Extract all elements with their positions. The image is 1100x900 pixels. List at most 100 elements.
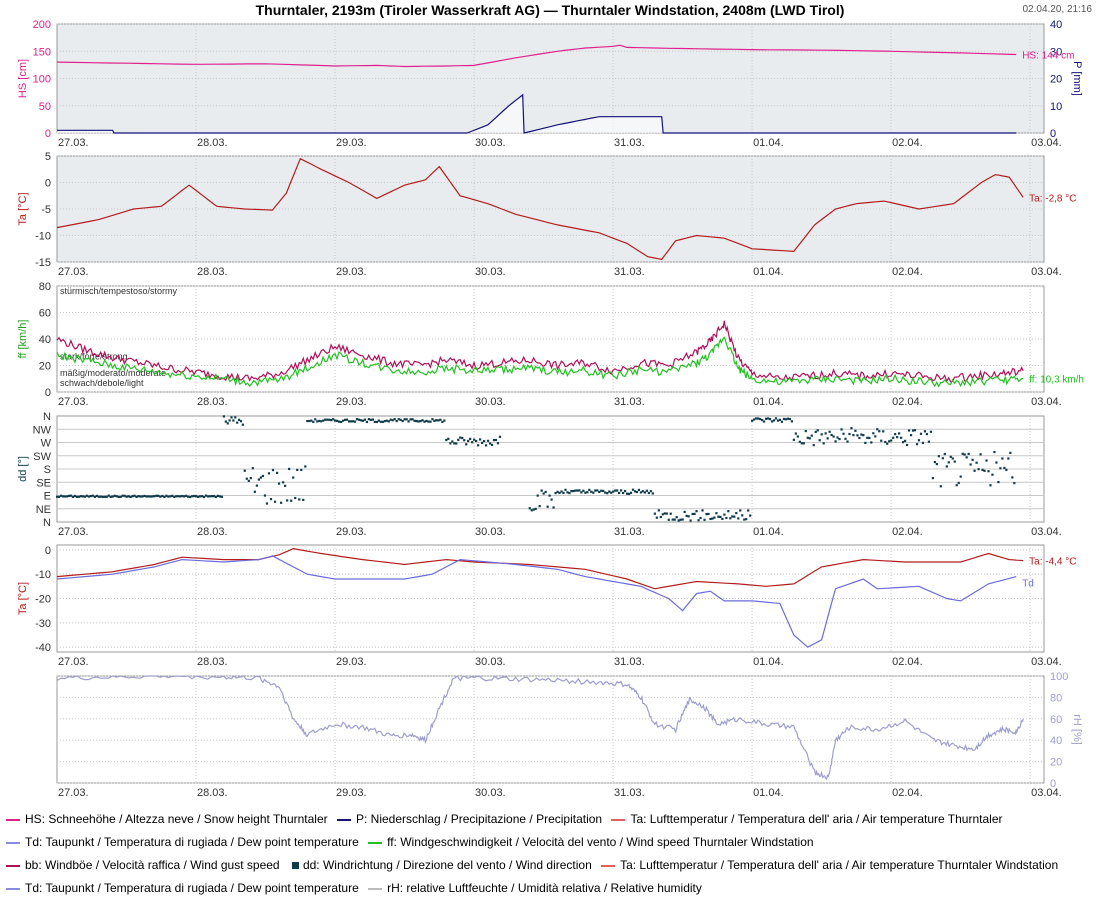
data-point <box>292 476 295 479</box>
data-point <box>181 494 184 498</box>
data-point <box>812 444 815 447</box>
data-point <box>228 419 231 422</box>
data-point <box>222 415 226 418</box>
data-point <box>876 428 879 431</box>
y-tick-label: NE <box>36 504 51 516</box>
x-tick-label: 01.04. <box>753 526 784 538</box>
x-tick-label: 03.04. <box>1031 656 1062 668</box>
data-point <box>540 489 543 492</box>
y-tick-label: -10 <box>35 231 51 243</box>
legend-swatch <box>6 841 20 844</box>
x-tick-label: 30.03. <box>475 526 506 538</box>
data-point <box>117 495 120 499</box>
data-point <box>403 418 406 421</box>
data-point <box>475 439 478 443</box>
data-point <box>911 429 915 432</box>
data-point <box>267 472 271 475</box>
data-point <box>701 509 704 512</box>
data-point <box>282 481 285 484</box>
data-point <box>693 512 696 515</box>
data-point <box>576 489 579 492</box>
data-point <box>239 420 243 423</box>
data-point <box>705 513 708 516</box>
data-point <box>649 490 652 493</box>
data-point <box>121 494 124 497</box>
data-point <box>189 495 192 499</box>
data-point <box>277 482 281 485</box>
data-point <box>604 491 607 494</box>
data-point <box>840 428 843 431</box>
data-point <box>202 495 206 499</box>
data-point <box>586 491 589 494</box>
data-point <box>304 465 307 468</box>
data-point <box>983 469 986 472</box>
data-point <box>621 491 625 495</box>
data-point <box>361 419 365 422</box>
data-point <box>528 507 531 510</box>
data-point <box>933 460 936 464</box>
legend-item-dd: dd: Windrichtung / Direzione del vento /… <box>289 854 592 877</box>
data-point <box>163 495 166 499</box>
x-tick-label: 27.03. <box>58 137 89 149</box>
data-point <box>249 476 252 480</box>
data-point <box>719 515 722 518</box>
data-point <box>788 417 792 421</box>
x-tick-label: 01.04. <box>753 266 784 278</box>
data-point <box>139 495 142 498</box>
data-point <box>1009 451 1012 454</box>
data-point <box>969 463 972 466</box>
data-point <box>413 419 416 422</box>
x-tick-label: 30.03. <box>475 787 506 799</box>
data-point <box>606 492 609 495</box>
legend-swatch <box>368 887 383 890</box>
data-point <box>792 438 795 441</box>
data-point <box>273 500 277 503</box>
x-tick-label: 27.03. <box>58 656 89 668</box>
data-point <box>271 468 275 472</box>
data-point <box>842 432 845 435</box>
data-point <box>334 419 337 422</box>
x-tick-label: 29.03. <box>336 787 367 799</box>
data-point <box>554 492 557 495</box>
data-point <box>141 495 144 498</box>
data-point <box>480 441 484 444</box>
data-point <box>197 495 200 498</box>
data-point <box>343 418 347 421</box>
data-point <box>913 429 917 432</box>
data-point <box>484 444 488 447</box>
data-point <box>868 436 871 440</box>
x-tick-label: 30.03. <box>475 266 506 278</box>
legend-label: dd: Windrichtung / Direzione del vento /… <box>302 858 592 872</box>
data-point <box>83 495 87 498</box>
data-point <box>290 499 293 502</box>
data-point <box>198 495 202 498</box>
data-point <box>208 495 212 498</box>
data-point <box>447 437 450 440</box>
data-point <box>536 494 539 497</box>
panel-temperature-windstation: 27.03. 28.03. 29.03. 30.03. 31.03. 01.04. 02.0… <box>17 544 1077 668</box>
data-point <box>171 494 174 497</box>
data-point <box>330 419 333 422</box>
x-tick-label: 29.03. <box>336 137 367 149</box>
data-point <box>977 468 980 471</box>
data-point <box>247 479 250 482</box>
data-point <box>237 418 241 421</box>
legend-swatch <box>611 818 626 821</box>
data-point <box>103 495 106 498</box>
data-point <box>298 498 301 501</box>
data-point <box>455 442 458 445</box>
legend-swatch <box>291 862 299 870</box>
data-point <box>236 421 239 424</box>
x-tick-label: 29.03. <box>336 656 367 668</box>
data-point <box>367 418 370 421</box>
data-point <box>389 418 392 421</box>
data-point <box>661 513 664 516</box>
data-point <box>653 512 656 515</box>
data-point <box>224 420 227 423</box>
series-line-td <box>56 555 1017 648</box>
data-point <box>193 494 196 498</box>
x-tick-label: 31.03. <box>614 526 645 538</box>
data-point <box>909 434 913 437</box>
data-point <box>673 518 676 521</box>
y-tick-label: 60 <box>39 308 51 320</box>
